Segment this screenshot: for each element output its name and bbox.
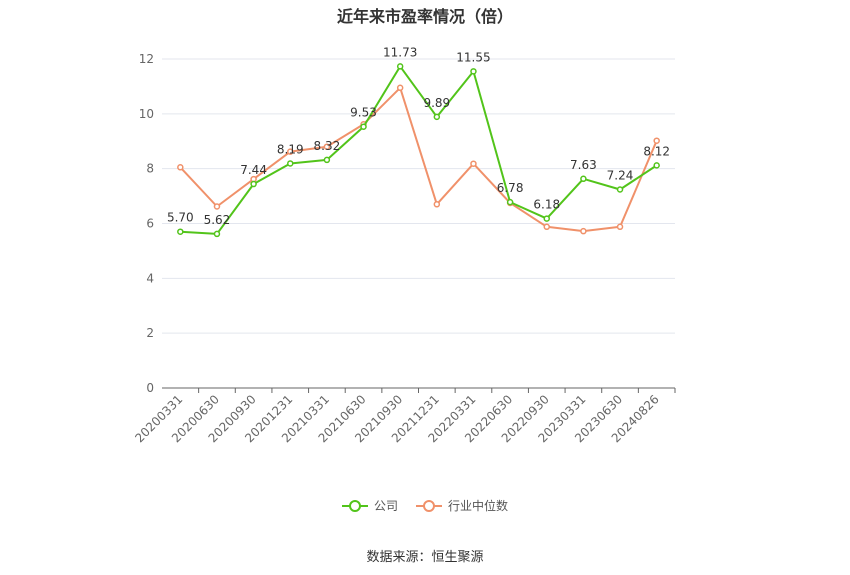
series-0-point-12 bbox=[616, 186, 624, 193]
series-0-point-5 bbox=[360, 123, 367, 130]
legend-swatch-industry-median-icon bbox=[416, 499, 442, 513]
series-1-point-6 bbox=[396, 84, 404, 92]
series-1-point-4 bbox=[323, 143, 331, 150]
legend-item-industry-median[interactable]: 行业中位数 bbox=[416, 497, 508, 514]
series-0-point-8 bbox=[470, 68, 477, 75]
legend-label-industry-median: 行业中位数 bbox=[448, 499, 509, 513]
y-tick-label-4: 8 bbox=[146, 162, 154, 176]
y-tick-label-3: 6 bbox=[146, 217, 154, 231]
y-tick-label-0: 0 bbox=[146, 381, 154, 395]
y-tick-label-1: 2 bbox=[146, 326, 154, 340]
series-line-0 bbox=[180, 65, 658, 235]
axis-layer: 0246810122020033120200630202009302020123… bbox=[132, 52, 676, 445]
series-1-point-0 bbox=[177, 164, 184, 171]
data-label-5: 9.53 bbox=[350, 106, 377, 120]
data-label-10: 6.18 bbox=[533, 198, 560, 212]
series-0-point-2 bbox=[250, 180, 257, 188]
grid-layer bbox=[162, 58, 675, 334]
y-tick-label-2: 4 bbox=[146, 271, 154, 285]
series-line-1 bbox=[179, 86, 658, 233]
y-tick-label-6: 12 bbox=[139, 52, 154, 66]
y-tick-label-5: 10 bbox=[139, 107, 154, 121]
series-0-point-11 bbox=[580, 175, 587, 183]
source-note: 数据来源：恒生聚源 bbox=[366, 550, 484, 565]
chart-title: 近年来市盈率情况（倍） bbox=[336, 7, 513, 26]
series-0-point-9 bbox=[506, 198, 514, 206]
data-label-1: 5.62 bbox=[204, 213, 231, 227]
series-0-point-6 bbox=[396, 63, 404, 70]
series-0-point-7 bbox=[433, 113, 441, 121]
data-label-2: 7.44 bbox=[240, 163, 267, 177]
data-label-3: 8.19 bbox=[277, 142, 304, 156]
legend-swatch-company-icon bbox=[341, 499, 368, 513]
series-0-point-10 bbox=[543, 215, 550, 222]
series-0-point-13 bbox=[653, 162, 660, 169]
data-label-6: 11.73 bbox=[383, 45, 417, 59]
data-label-13: 8.12 bbox=[643, 144, 670, 158]
legend-label-company: 公司 bbox=[373, 499, 398, 513]
series-layer bbox=[177, 63, 660, 238]
data-label-layer: 5.70 5.62 7.44 8.19 8.32 9.53 11.73 9.89 11.55 6.… bbox=[167, 45, 670, 227]
series-1-point-13 bbox=[653, 137, 660, 144]
series-1-point-8 bbox=[470, 160, 477, 167]
data-label-7: 9.89 bbox=[423, 96, 450, 110]
series-0-point-4 bbox=[323, 156, 331, 164]
data-label-12: 7.24 bbox=[607, 169, 634, 183]
series-1-point-11 bbox=[580, 227, 587, 235]
series-1-point-10 bbox=[543, 223, 550, 231]
legend-item-company[interactable]: 公司 bbox=[341, 497, 398, 514]
series-1-point-3 bbox=[287, 148, 294, 155]
data-label-8: 11.55 bbox=[456, 50, 490, 64]
data-label-9: 6.78 bbox=[497, 181, 524, 195]
data-label-4: 8.32 bbox=[314, 139, 341, 153]
legend: 公司 行业中位数 bbox=[0, 497, 850, 514]
data-label-11: 7.63 bbox=[570, 158, 597, 172]
series-1-point-7 bbox=[433, 201, 441, 208]
data-label-0: 5.70 bbox=[167, 211, 194, 225]
series-1-point-12 bbox=[616, 223, 624, 231]
series-0-point-3 bbox=[287, 160, 294, 167]
series-0-point-0 bbox=[177, 228, 184, 235]
series-1-point-1 bbox=[213, 203, 221, 210]
series-0-point-1 bbox=[213, 230, 221, 238]
